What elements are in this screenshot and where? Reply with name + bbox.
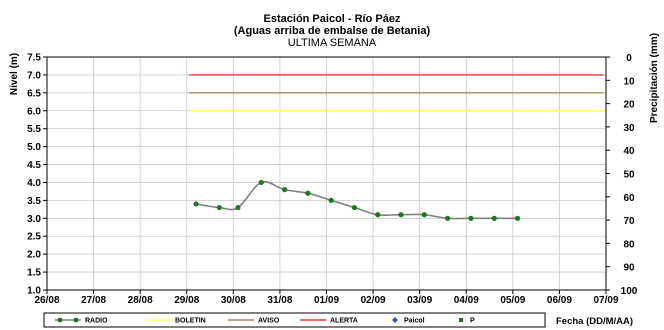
x-tick-label: 05/09 (500, 295, 525, 306)
legend-radio-marker (57, 317, 63, 323)
data-point (258, 179, 264, 186)
chart-title: Estación Paicol - Río Páez (264, 13, 401, 25)
x-tick-label: 04/09 (454, 295, 479, 306)
series-layer (193, 179, 521, 221)
y2-tick-label: 90 (623, 263, 635, 274)
y2-axis-label: Precipitación (mm) (649, 33, 660, 123)
y-tick-label: 5.5 (27, 124, 41, 135)
y-tick-label: 3.0 (27, 214, 41, 225)
x-axis-ticks: 26/08 27/08 28/08 29/08 30/08 31/08 01/09 02/09… (34, 290, 619, 306)
data-point (216, 204, 222, 211)
x-tick-label: 03/09 (407, 295, 432, 306)
data-point (281, 187, 288, 193)
y-tick-label: 7.0 (27, 70, 41, 81)
data-point (375, 212, 381, 218)
y-tick-label: 2.5 (27, 232, 41, 243)
legend-paicol-marker (392, 317, 398, 323)
data-point (328, 197, 334, 203)
x-tick-label: 31/08 (267, 295, 292, 306)
x-tick-label: 27/08 (81, 295, 106, 306)
x-tick-label: 02/09 (361, 295, 386, 306)
data-point (514, 215, 521, 221)
legend-p-marker (459, 318, 463, 322)
x-tick-label: 06/09 (547, 295, 572, 306)
legend-alerta-label: ALERTA (330, 318, 358, 325)
y2-tick-label: 20 (623, 100, 635, 111)
data-point (445, 215, 451, 221)
chart-period: ULTIMA SEMANA (288, 37, 377, 49)
legend-aviso-label: AVISO (258, 318, 280, 325)
legend-box (43, 312, 546, 328)
y2-tick-label: 80 (623, 239, 635, 250)
y-tick-label: 6.5 (27, 88, 41, 99)
data-point (305, 190, 311, 196)
threshold-lines (189, 74, 604, 112)
y-tick-label: 2.0 (27, 250, 41, 261)
x-tick-label: 07/09 (593, 295, 618, 306)
legend: RADIO BOLETIN AVISO ALERTA Paicol P (55, 317, 475, 325)
y-axis-label: Nivel (m) (9, 53, 20, 95)
y2-tick-label: 0 (626, 53, 632, 64)
data-point (421, 212, 427, 218)
x-tick-label: 26/08 (34, 295, 59, 306)
y2-tick-label: 10 (623, 76, 635, 87)
y-tick-label: 1.0 (27, 286, 41, 297)
data-point (468, 215, 474, 221)
y-tick-label: 4.0 (27, 178, 41, 189)
data-point (491, 215, 497, 221)
y2-tick-label: 60 (623, 193, 635, 204)
x-tick-label: 28/08 (128, 295, 153, 306)
x-axis-label: Fecha (DD/M/AA) (556, 316, 633, 327)
y2-axis-ticks: 0 10 20 30 40 50 60 70 80 90 100 (606, 53, 638, 297)
y-tick-label: 7.5 (27, 53, 41, 64)
y-tick-label: 3.5 (27, 196, 41, 207)
chart-subtitle: (Aguas arriba de embalse de Betania) (234, 25, 431, 37)
legend-radio-marker (73, 317, 79, 323)
legend-p-label: P (470, 318, 475, 325)
data-point (351, 204, 358, 211)
legend-radio-label: RADIO (85, 318, 108, 325)
y2-tick-label: 100 (621, 286, 638, 297)
y-axis-ticks: 1.0 1.5 2.0 2.5 3.0 3.5 4.0 4.5 5.0 5.5 6.0 6.5 7.0 7… (27, 53, 47, 297)
y-tick-label: 5.0 (27, 142, 41, 153)
y-tick-label: 4.5 (27, 160, 41, 171)
x-tick-label: 30/08 (221, 295, 246, 306)
y2-tick-label: 40 (623, 146, 635, 157)
y2-tick-label: 30 (623, 123, 635, 134)
y2-tick-label: 50 (623, 170, 635, 181)
y-tick-label: 6.0 (27, 106, 41, 117)
y-tick-label: 1.5 (27, 268, 41, 279)
x-tick-label: 29/08 (174, 295, 199, 306)
legend-paicol-label: Paicol (404, 318, 425, 325)
x-tick-label: 01/09 (314, 295, 339, 306)
y2-tick-label: 70 (623, 216, 635, 227)
data-point (193, 201, 199, 207)
data-point (235, 204, 241, 211)
legend-boletin-label: BOLETIN (175, 318, 206, 325)
data-point (398, 212, 404, 218)
